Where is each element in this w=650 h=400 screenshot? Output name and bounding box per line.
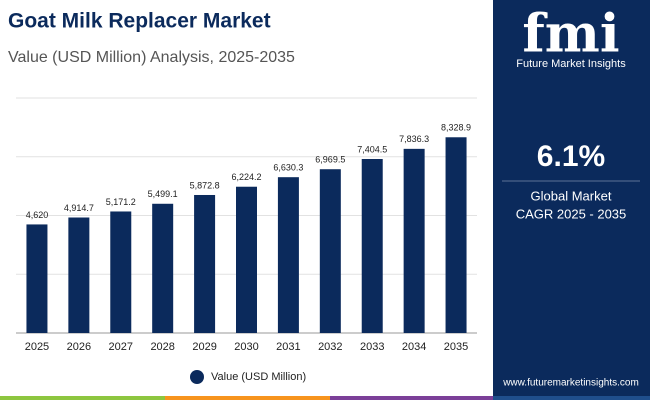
value-label: 6,969.5 [315,155,345,165]
strip [0,396,165,400]
x-tick-label: 2033 [360,341,384,353]
bar [68,217,90,333]
x-tick-label: 2026 [67,341,91,353]
x-tick-label: 2030 [234,341,258,353]
value-label: 5,872.8 [190,180,220,190]
bar [403,148,425,333]
bar [194,194,216,333]
brand: Future Market Insights [516,58,626,70]
bar [110,211,132,333]
x-tick-label: 2027 [109,341,133,353]
value-label: 7,404.5 [357,144,387,154]
x-tick-label: 2029 [192,341,216,353]
value-label: 5,499.1 [148,189,178,199]
plot: 2025 2026 2027 2028 2029 2030 2031 2032 2033 2034… [16,97,477,384]
logo: fmi [522,4,619,65]
bar [319,169,341,333]
legend-label: Value (USD Million) [211,371,306,383]
x-tick-label: 2025 [25,341,49,353]
side-panel [493,0,650,400]
strip [165,396,330,400]
chart-subtitle: Value (USD Million) Analysis, 2025-2035 [8,49,295,66]
legend-swatch [190,370,204,384]
x-tick-label: 2028 [150,341,174,353]
strip [493,396,650,400]
cagr-value: 6.1% [537,140,605,173]
chart-title: Goat Milk Replacer Market [8,10,271,33]
value-label: 6,224.2 [231,172,261,182]
bar [445,137,467,333]
bar [152,203,174,333]
x-tick-label: 2034 [402,341,426,353]
bar [361,158,383,333]
x-tick-label: 2032 [318,341,342,353]
bar [277,177,299,333]
value-label: 6,630.3 [273,163,303,173]
cagr-label: Global Market [531,188,612,203]
value-label: 8,328.9 [441,123,471,133]
x-tick-label: 2031 [276,341,300,353]
url: www.futuremarketinsights.com [502,378,639,389]
strip [330,396,493,400]
value-label: 5,171.2 [106,197,136,207]
value-label: 4,620 [26,210,49,220]
x-tick-label: 2035 [444,341,468,353]
bar [26,224,48,333]
bar [236,186,257,333]
cagr-label: CAGR 2025 - 2035 [516,206,627,221]
value-label: 4,914.7 [64,203,94,213]
value-label: 7,836.3 [399,134,429,144]
